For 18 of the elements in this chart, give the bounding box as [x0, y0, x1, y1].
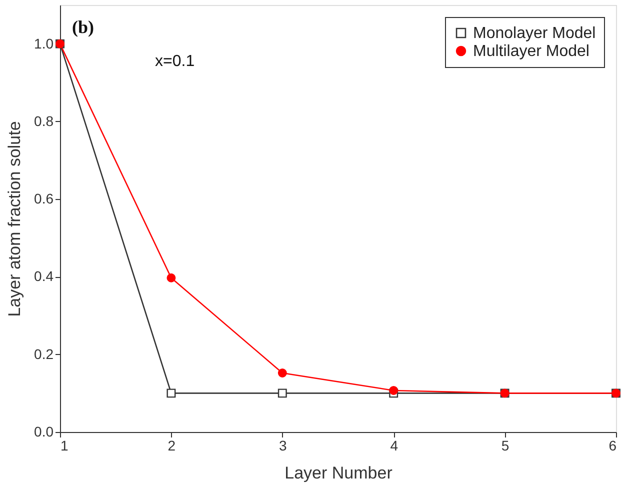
annotation: x=0.1: [155, 53, 195, 70]
x-tick-label: 2: [168, 438, 176, 454]
x-tick-label: 3: [279, 438, 287, 454]
y-tick-label: 0.6: [34, 190, 54, 207]
legend-label: Monolayer Model: [473, 25, 596, 42]
x-tick-label: 4: [390, 438, 398, 454]
y-tick-label: 0.4: [34, 268, 54, 284]
x-axis-title: Layer Number: [284, 464, 393, 482]
x-tick-label: 5: [501, 438, 510, 454]
y-tick-label: 0.2: [34, 346, 54, 362]
annotation: (b): [72, 17, 94, 37]
y-tick-label: 0.8: [34, 112, 54, 129]
y-tick-label: 0.0: [34, 424, 54, 440]
x-tick-label: 1: [60, 438, 68, 454]
y-tick-label: 1.0: [34, 35, 54, 52]
y-axis-title: Layer atom fraction solute: [5, 121, 24, 317]
x-tick-label: 6: [608, 438, 617, 454]
legend-label: Multilayer Model: [473, 43, 590, 60]
